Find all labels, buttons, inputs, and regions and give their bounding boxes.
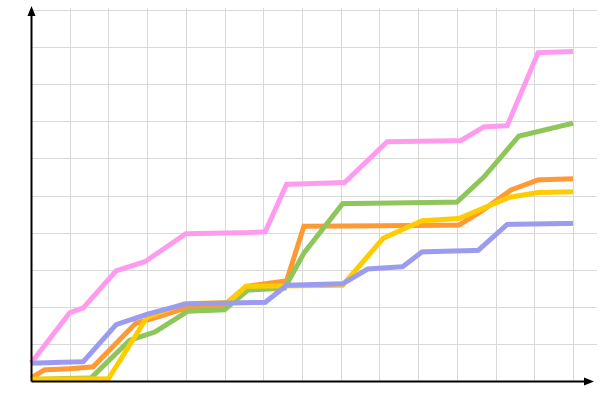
y-axis-arrow-icon <box>27 6 36 16</box>
series-line-purple <box>30 220 574 366</box>
x-axis-arrow-icon <box>584 377 594 386</box>
axes <box>27 6 594 386</box>
vertical-gridlines <box>70 8 574 381</box>
horizontal-gridlines <box>31 10 597 345</box>
series-line-pink <box>29 49 574 365</box>
series-lines <box>29 49 574 382</box>
